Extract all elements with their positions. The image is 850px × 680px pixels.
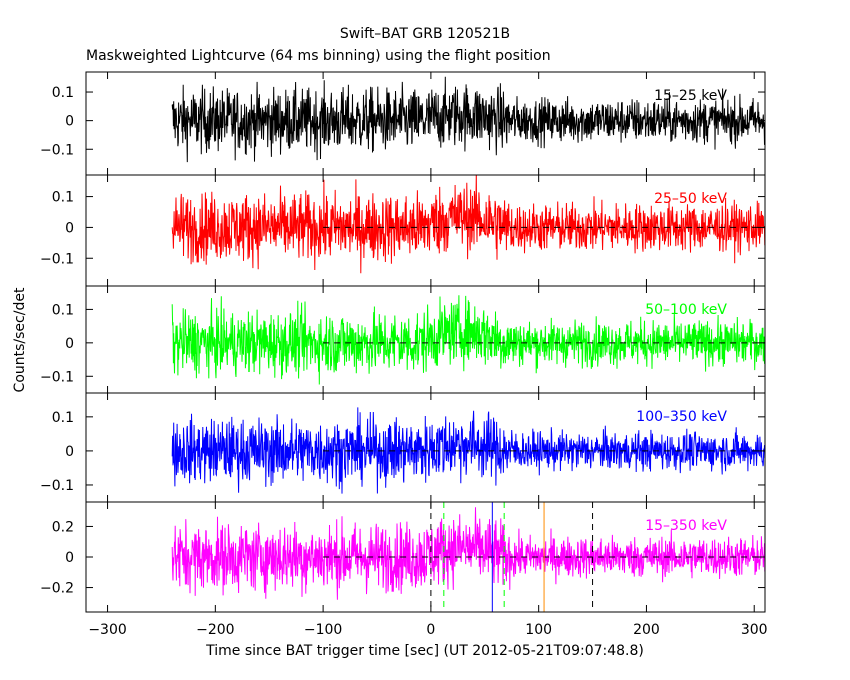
y-tick-label: −0.1 <box>40 142 74 158</box>
x-tick-labels: −300 −200 −100 0 100 200 300 <box>88 622 767 638</box>
band-label: 15–25 keV <box>654 88 727 104</box>
y-tick-label: 0 <box>65 114 74 130</box>
panel-1: 0.1 0 −0.1 25–50 keV <box>40 174 766 287</box>
x-tick-label: 300 <box>741 622 768 638</box>
panel-2: 0.1 0 −0.1 50–100 keV <box>40 285 766 394</box>
lightcurve-series <box>171 76 765 163</box>
band-label: 15–350 keV <box>645 518 727 534</box>
y-tick-label: −0.1 <box>40 369 74 385</box>
chart-title: Swift–BAT GRB 120521B <box>340 26 510 42</box>
y-tick-label: −0.1 <box>40 478 74 494</box>
y-tick-label: −0.2 <box>40 581 74 597</box>
x-axis-label: Time since BAT trigger time [sec] (UT 20… <box>205 643 644 659</box>
panels-group: 0.1 0 −0.1 15–25 keV 0.1 0 −0.1 25–50 keV 0.1 0 −0… <box>40 71 766 613</box>
y-tick-label: 0.1 <box>52 190 74 206</box>
y-tick-label: −0.1 <box>40 251 74 267</box>
panel-0: 0.1 0 −0.1 15–25 keV <box>40 71 766 176</box>
band-label: 50–100 keV <box>645 302 727 318</box>
y-tick-label: 0.1 <box>52 85 74 101</box>
x-tick-label: 0 <box>426 622 435 638</box>
lightcurve-series <box>171 407 765 494</box>
y-tick-label: 0 <box>65 336 74 352</box>
x-tick-label: −200 <box>196 622 234 638</box>
x-tick-label: −100 <box>304 622 342 638</box>
band-label: 25–50 keV <box>654 191 727 207</box>
x-tick-label: 200 <box>633 622 660 638</box>
panel-4: 0.2 0 −0.2 15–350 keV <box>40 501 766 613</box>
y-axis-label: Counts/sec/det <box>12 287 28 392</box>
y-tick-label: 0.1 <box>52 302 74 318</box>
y-tick-label: 0 <box>65 444 74 460</box>
x-tick-label: −300 <box>88 622 126 638</box>
lightcurve-series <box>171 295 765 385</box>
y-tick-label: 0.2 <box>52 519 74 535</box>
y-tick-label: 0 <box>65 220 74 236</box>
x-tick-label: 100 <box>525 622 552 638</box>
y-tick-label: 0 <box>65 550 74 566</box>
band-label: 100–350 keV <box>636 409 727 425</box>
lightcurve-series <box>171 175 765 274</box>
lightcurve-series <box>171 507 765 600</box>
chart-subtitle: Maskweighted Lightcurve (64 ms binning) … <box>86 48 551 64</box>
y-tick-label: 0.1 <box>52 410 74 426</box>
panel-3: 0.1 0 −0.1 100–350 keV <box>40 392 766 503</box>
